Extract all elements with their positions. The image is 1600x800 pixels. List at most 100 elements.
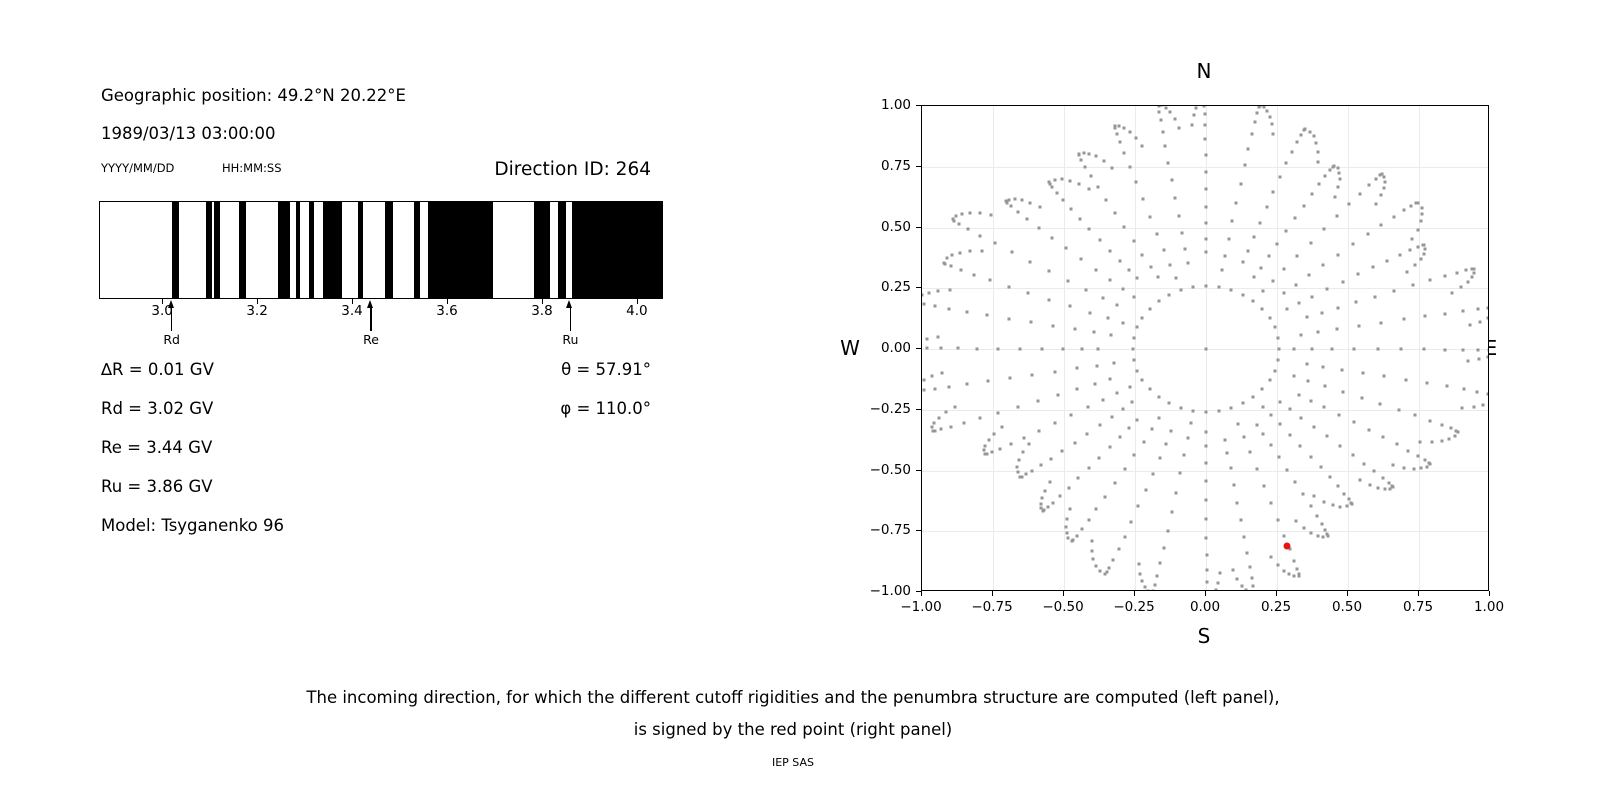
scatter-dot bbox=[1273, 369, 1277, 372]
scatter-dot bbox=[1194, 106, 1198, 110]
scatter-dot bbox=[1331, 503, 1335, 507]
scatter-dot bbox=[1236, 422, 1240, 426]
scatter-dot bbox=[1076, 476, 1080, 480]
scatter-dot bbox=[1087, 518, 1091, 522]
scatter-dot bbox=[1080, 527, 1084, 531]
scatter-dot bbox=[1292, 374, 1296, 378]
scatter-dot bbox=[1251, 584, 1255, 588]
scatter-dot bbox=[1269, 443, 1273, 447]
y-tick-label: 0.00 bbox=[880, 340, 911, 356]
param-delta-r: ∆R = 0.01 GV bbox=[101, 360, 214, 379]
scatter-dot bbox=[1406, 449, 1410, 453]
scatter-dot bbox=[1225, 451, 1229, 455]
x-tick-mark bbox=[257, 299, 259, 304]
scatter-dot bbox=[1276, 563, 1280, 567]
scatter-dot bbox=[1373, 295, 1377, 299]
scatter-dot bbox=[1357, 324, 1361, 328]
cardinal-north: N bbox=[1196, 59, 1212, 83]
scatter-dot bbox=[1150, 427, 1154, 431]
scatter-dot bbox=[1379, 193, 1383, 197]
y-tick-mark bbox=[916, 348, 921, 349]
scatter-dot bbox=[1047, 298, 1051, 302]
scatter-dot bbox=[1268, 316, 1272, 320]
scatter-dot bbox=[1299, 333, 1303, 337]
scatter-dot bbox=[1108, 278, 1112, 282]
scatter-dot bbox=[1174, 491, 1178, 495]
scatter-dot bbox=[1155, 232, 1159, 236]
scatter-dot bbox=[1078, 217, 1082, 221]
scatter-dot bbox=[1248, 565, 1252, 569]
scatter-dot bbox=[1061, 198, 1065, 202]
scatter-dot bbox=[1443, 312, 1447, 316]
x-tick-mark bbox=[1418, 591, 1419, 596]
scatter-dot bbox=[1382, 186, 1386, 190]
cardinal-south: S bbox=[1197, 624, 1211, 648]
scatter-dot bbox=[1177, 126, 1181, 130]
scatter-dot bbox=[1464, 268, 1468, 272]
x-tick-mark bbox=[1489, 591, 1490, 596]
scatter-dot bbox=[1277, 455, 1281, 459]
scatter-dot bbox=[1338, 444, 1342, 448]
scatter-dot bbox=[1472, 271, 1476, 275]
scatter-dot bbox=[1361, 371, 1365, 375]
scatter-dot bbox=[1087, 152, 1091, 156]
scatter-dot bbox=[1162, 248, 1166, 252]
scatter-dot bbox=[1397, 408, 1401, 412]
scatter-dot bbox=[1130, 400, 1134, 404]
scatter-dot bbox=[1169, 429, 1173, 433]
x-tick-mark bbox=[1347, 591, 1348, 596]
scatter-dot bbox=[1362, 462, 1366, 466]
scatter-dot bbox=[1107, 566, 1111, 569]
scatter-dot bbox=[932, 421, 936, 424]
scatter-dot bbox=[1205, 568, 1209, 572]
scatter-dot bbox=[1419, 257, 1423, 261]
scatter-dot bbox=[1276, 336, 1280, 340]
scatter-dot bbox=[936, 289, 940, 293]
grid-line-vertical bbox=[1135, 106, 1136, 590]
scatter-dot bbox=[1118, 435, 1122, 439]
x-tick-label: −0.25 bbox=[1113, 599, 1155, 615]
scatter-dot bbox=[949, 264, 953, 268]
scatter-dot bbox=[922, 293, 924, 297]
scatter-dot bbox=[1064, 525, 1068, 529]
arrow-label: Ru bbox=[562, 332, 579, 347]
scatter-dot bbox=[1156, 275, 1160, 279]
scatter-dot bbox=[1250, 132, 1254, 136]
scatter-dot bbox=[1461, 348, 1465, 352]
penumbra-panel: 3.0 3.2 3.4 3.6 3.8 4.0 Rd Re Ru bbox=[99, 201, 663, 347]
scatter-dot bbox=[1204, 250, 1208, 254]
scatter-dot bbox=[1030, 469, 1034, 473]
scatter-dot bbox=[1425, 465, 1429, 469]
scatter-dot bbox=[1260, 307, 1264, 311]
scatter-dot bbox=[942, 261, 946, 265]
scatter-dot bbox=[989, 213, 993, 217]
scatter-dot bbox=[1278, 422, 1282, 426]
caption-line-1: The incoming direction, for which the di… bbox=[306, 688, 1280, 707]
scatter-dot bbox=[1094, 564, 1098, 568]
scatter-dot bbox=[975, 347, 979, 351]
scatter-dot bbox=[998, 447, 1002, 451]
scatter-dot bbox=[1051, 501, 1055, 505]
y-tick-mark bbox=[916, 105, 921, 106]
scatter-dot bbox=[1102, 159, 1106, 163]
scatter-dot bbox=[990, 450, 994, 454]
scatter-dot bbox=[988, 278, 992, 282]
scatter-dot bbox=[1048, 480, 1052, 484]
scatter-dot bbox=[1392, 289, 1396, 293]
scatter-dot bbox=[1018, 347, 1022, 351]
scatter-dot bbox=[972, 273, 976, 277]
scatter-dot bbox=[1255, 467, 1259, 471]
scatter-dot bbox=[1239, 518, 1243, 522]
scatter-dot bbox=[987, 438, 991, 442]
scatter-dot bbox=[1204, 170, 1208, 174]
scatter-dot bbox=[1316, 150, 1320, 153]
scatter-dot bbox=[1026, 291, 1030, 295]
scatter-dot bbox=[993, 241, 997, 245]
scatter-dot bbox=[1010, 250, 1014, 254]
scatter-dot bbox=[1055, 191, 1059, 195]
scatter-dot bbox=[1204, 284, 1208, 288]
scatter-dot bbox=[1190, 123, 1194, 127]
penumbra-bar bbox=[323, 202, 343, 298]
grid-line-vertical bbox=[1064, 106, 1065, 590]
scatter-dot bbox=[986, 379, 990, 383]
